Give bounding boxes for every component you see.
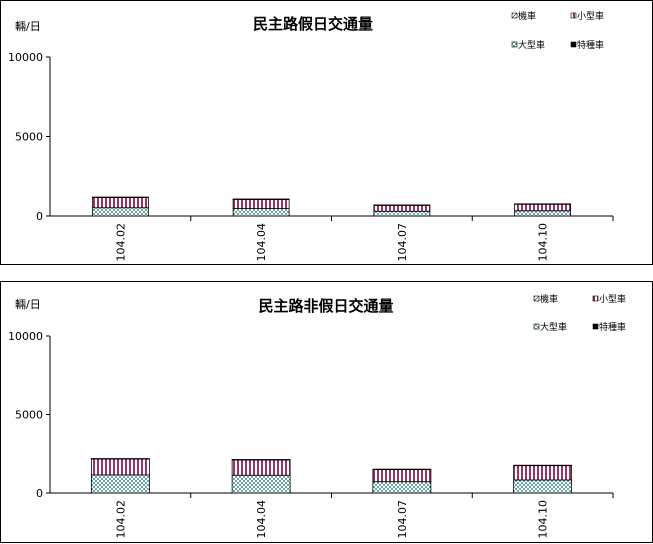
legend-swatch	[533, 295, 540, 302]
bar-segment	[232, 208, 290, 217]
legend-swatch	[592, 295, 599, 302]
bar-segment	[514, 203, 572, 205]
bar-segment	[513, 464, 573, 467]
bar-segment	[513, 465, 573, 481]
bar-segment	[373, 210, 431, 217]
bar-segment	[90, 458, 150, 476]
legend-swatch	[511, 41, 518, 48]
legend-swatch	[592, 323, 599, 330]
bar-segment	[231, 459, 291, 461]
legend-label: 大型車	[518, 39, 545, 51]
bar-segment	[513, 479, 573, 494]
bar-segment	[90, 474, 150, 494]
y-tick-label: 10000	[8, 330, 43, 343]
bar-segment	[231, 474, 291, 494]
weekday-traffic-chart: 輛/日 民主路非假日交通量 0 5000 10000 104.02 104.04 104…	[0, 281, 653, 543]
x-tick-label: 104.04	[255, 500, 268, 539]
bar-segment	[91, 196, 149, 198]
legend-label: 特種車	[577, 39, 604, 51]
y-axis-label: 輛/日	[15, 19, 41, 33]
bar-segment	[90, 458, 150, 460]
bar-segment	[372, 481, 432, 494]
bar-segment	[372, 468, 432, 471]
x-tick-label: 104.02	[114, 223, 127, 262]
chart-title: 民主路非假日交通量	[258, 297, 393, 315]
bar-segment	[91, 207, 149, 217]
y-tick-label: 0	[36, 210, 43, 223]
legend-label: 小型車	[577, 10, 604, 22]
legend-label: 小型車	[599, 293, 626, 305]
holiday-traffic-chart: 輛/日 民主路假日交通量 0 5000 10000 104.02 104.04 104.…	[0, 0, 653, 265]
x-tick-label: 104.10	[537, 223, 550, 262]
bar-segment	[232, 198, 290, 209]
x-tick-label: 104.07	[396, 500, 409, 539]
bar-segment	[91, 196, 149, 209]
holiday-chart-svg: 輛/日 民主路假日交通量 0 5000 10000 104.02 104.04 104.…	[8, 10, 614, 262]
y-tick-label: 0	[36, 487, 43, 500]
y-tick-label: 5000	[15, 131, 43, 144]
legend-label: 大型車	[540, 321, 567, 333]
x-tick-label: 104.02	[114, 500, 127, 539]
bar-segment	[231, 459, 291, 476]
legend-label: 特種車	[599, 321, 626, 333]
legend-swatch	[533, 323, 540, 330]
y-tick-label: 10000	[8, 51, 43, 64]
x-tick-label: 104.07	[396, 223, 409, 262]
legend-swatch	[570, 12, 577, 19]
y-axis-label: 輛/日	[15, 297, 41, 311]
weekday-chart-svg: 輛/日 民主路非假日交通量 0 5000 10000 104.02 104.04 104…	[8, 293, 626, 539]
y-tick-label: 5000	[15, 409, 43, 422]
legend-swatch	[570, 41, 577, 48]
bar-segment	[232, 198, 290, 200]
bar-segment	[373, 204, 431, 212]
bar-segment	[514, 210, 572, 217]
x-tick-label: 104.04	[255, 223, 268, 262]
x-tick-label: 104.10	[537, 500, 550, 539]
legend-label: 機車	[540, 293, 558, 305]
bar-segment	[514, 203, 572, 212]
chart-title: 民主路假日交通量	[253, 15, 373, 33]
legend-label: 機車	[518, 10, 536, 22]
bar-segment	[372, 469, 432, 483]
bar-segment	[373, 204, 431, 206]
legend-swatch	[511, 12, 518, 19]
